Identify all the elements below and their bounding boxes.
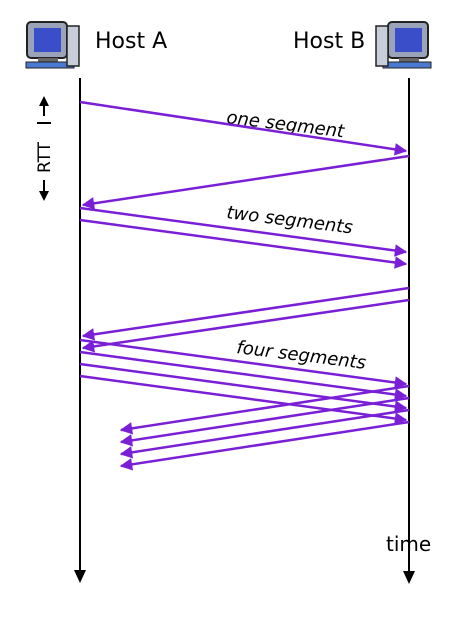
ack-arrow [119,384,410,435]
ack-arrow [81,286,410,341]
segment-label-one: one segment [225,107,346,142]
ack-arrow [119,420,410,471]
host-b-timeline-arrowhead [403,571,415,584]
segment-label-four: four segments [235,337,367,374]
segment-label-two: two segments [225,202,353,238]
data-segment-arrow [79,350,408,401]
data-segment-arrow [79,338,408,389]
host-a-computer-icon [25,21,80,69]
host-b-computer-icon [375,21,432,69]
data-segment-arrow [79,206,408,257]
data-segment-arrow [79,362,408,413]
data-segment-arrow [79,218,408,269]
ack-arrow [119,408,410,459]
host-a-label: Host A [95,29,167,54]
host-a-timeline-arrowhead [74,570,86,583]
rtt-label: RTT [35,141,55,173]
data-segment-arrow [79,374,408,425]
data-segment-arrow [79,100,408,156]
ack-arrow [81,298,410,353]
time-label: time [386,532,431,556]
ack-arrow [81,154,410,210]
rtt-marker [37,96,51,201]
host-b-label: Host B [293,29,365,54]
ack-arrow [119,396,410,447]
